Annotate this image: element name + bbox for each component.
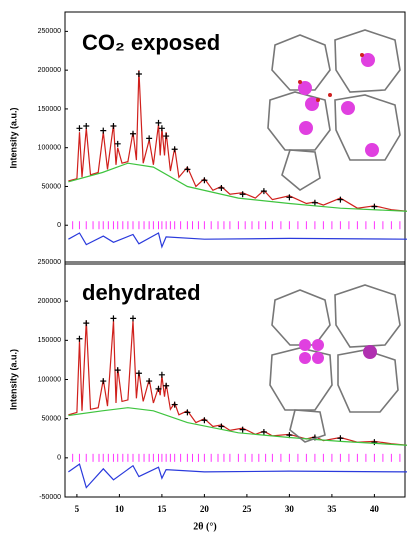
observed-point [371, 204, 377, 210]
observed-point [146, 378, 152, 384]
y-tick-label: 200000 [38, 298, 61, 305]
y-tick-label: 200000 [38, 67, 61, 74]
x-tick-label: 20 [200, 504, 210, 514]
observed-point [136, 370, 142, 376]
y-tick-label: -50000 [39, 494, 61, 501]
observed-point [371, 439, 377, 445]
observed-point [76, 125, 82, 131]
observed-point [240, 191, 246, 197]
y-tick-label: 250000 [38, 259, 61, 266]
y-tick-label: 0 [57, 222, 61, 229]
x-tick-label: 30 [285, 504, 295, 514]
observed-point [159, 125, 165, 131]
panel-label: dehydrated [82, 280, 201, 305]
observed-point [136, 71, 142, 77]
observed-point [76, 336, 82, 342]
series-line [68, 408, 407, 446]
y-tick-label: 100000 [38, 376, 61, 383]
observed-point [337, 435, 343, 441]
figure: 0 50000 100000 150000 200000 250000 CO₂ expose… [0, 0, 407, 546]
observed-point [261, 429, 267, 435]
series-line [68, 233, 407, 247]
x-tick-label: 25 [242, 504, 252, 514]
observed-point [100, 128, 106, 134]
panel-label: CO₂ exposed [82, 30, 220, 55]
observed-point [156, 120, 162, 126]
observed-point [201, 417, 207, 423]
y-tick-label: 150000 [38, 337, 61, 344]
y-tick-label: 250000 [38, 28, 61, 35]
series-line [68, 163, 407, 211]
observed-point [110, 315, 116, 321]
y-tick-label: 150000 [38, 106, 61, 113]
x-tick-label: 15 [157, 504, 167, 514]
observed-point [159, 372, 165, 378]
y-axis-label: Intensity (a.u.) [8, 349, 18, 410]
observed-point [115, 141, 121, 147]
observed-point [163, 383, 169, 389]
x-tick-label: 5 [75, 504, 80, 514]
x-tick-label: 40 [370, 504, 380, 514]
observed-point [337, 197, 343, 203]
y-tick-label: 100000 [38, 145, 61, 152]
observed-point [100, 378, 106, 384]
structure-co2 [268, 30, 400, 190]
y-tick-label: 0 [57, 455, 61, 462]
y-axis-label: Intensity (a.u.) [8, 107, 18, 168]
x-tick-label: 10 [115, 504, 125, 514]
observed-point [163, 133, 169, 139]
observed-point [218, 185, 224, 191]
structure-dehydrated [270, 285, 400, 442]
observed-point [130, 131, 136, 137]
observed-point [240, 427, 246, 433]
series-line [68, 321, 407, 446]
observed-point [312, 200, 318, 206]
observed-point [130, 315, 136, 321]
x-tick-label: 35 [327, 504, 337, 514]
y-tick-label: 50000 [42, 183, 62, 190]
observed-point [172, 146, 178, 152]
observed-point [83, 123, 89, 129]
x-axis-label: 2θ (°) [193, 521, 216, 532]
series-line [68, 464, 407, 488]
observed-point [83, 320, 89, 326]
observed-point [286, 194, 292, 200]
y-tick-label: 50000 [42, 416, 62, 423]
observed-point [110, 123, 116, 129]
observed-point [146, 135, 152, 141]
